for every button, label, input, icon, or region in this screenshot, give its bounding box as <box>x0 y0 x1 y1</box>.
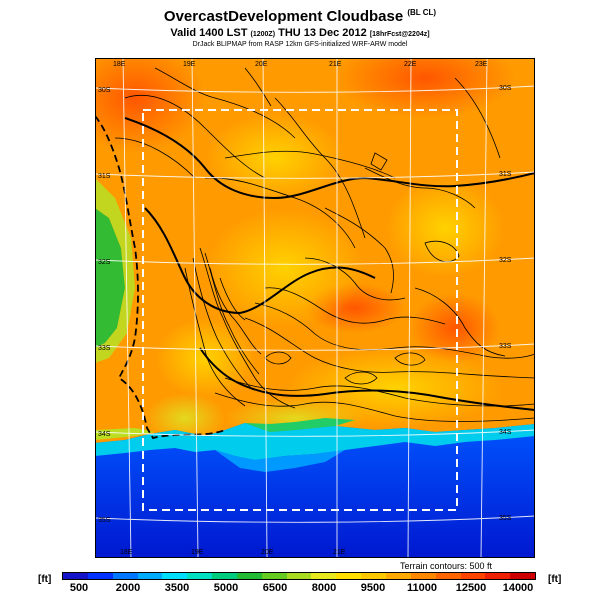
lat-right-label: 31S <box>499 171 512 178</box>
colorbar-label: 3500 <box>164 582 190 594</box>
colorbar-swatch <box>460 573 486 579</box>
yellow-area-2 <box>205 208 365 328</box>
lat-left-label: 30S <box>98 87 111 94</box>
lat-left-label: 33S <box>98 345 111 352</box>
colorbar-label: 8000 <box>311 582 337 594</box>
yellow-area-4 <box>155 318 255 398</box>
map-title: OvercastDevelopment Cloudbase (BL CL) <box>0 8 600 25</box>
lat-right-label: 34S <box>499 429 512 436</box>
credit-line: DrJack BLIPMAP from RASP 12km GFS-initia… <box>192 41 408 48</box>
colorbar-label: 2000 <box>115 582 141 594</box>
lat-left-label: 35S <box>98 517 111 524</box>
colorbar-label: 14000 <box>502 582 534 594</box>
coastline <box>94 115 226 440</box>
colorbar-swatch <box>236 573 262 579</box>
colorbar-label: 9500 <box>360 582 386 594</box>
valid-date: THU 13 Dec 2012 <box>278 27 367 39</box>
lat-left-label: 32S <box>98 259 111 266</box>
lat-right-label: 32S <box>499 257 512 264</box>
lon-top-label: 21E <box>329 61 342 68</box>
west-coast-lime <box>95 178 135 363</box>
lon-bottom-label: 20E <box>261 549 274 556</box>
lat-right-label: 30S <box>499 85 512 92</box>
lon-top-label: 18E <box>113 61 126 68</box>
valid-utc: (1200Z) <box>250 31 276 38</box>
lon-top-label: 23E <box>475 61 488 68</box>
lat-left-label: 31S <box>98 173 111 180</box>
coastal-band-teal <box>215 450 345 472</box>
map-border <box>95 58 535 558</box>
lon-bottom-label: 19E <box>191 549 204 556</box>
colorbar-label: 500 <box>69 582 89 594</box>
lon-top-label: 20E <box>255 61 268 68</box>
colorbar-label: 11000 <box>407 582 437 594</box>
inner-domain-box <box>142 109 458 511</box>
colorbar-swatch <box>112 573 138 579</box>
cloudbase-map: 18E 19E 20E 21E 22E 23E 18E 19E 20E 21E … <box>65 38 536 559</box>
west-coast-green <box>95 208 125 348</box>
terrain-note: Terrain contours: 500 ft <box>400 561 493 571</box>
colorbar-label: 5000 <box>213 582 239 594</box>
colorbar-swatch <box>435 573 461 579</box>
valid-time: Valid 1400 LST (1200Z) THU 13 Dec 2012 [… <box>0 27 600 39</box>
lon-top-label: 19E <box>183 61 196 68</box>
lime-area-2 <box>145 393 225 443</box>
colorbar-swatch <box>286 573 312 579</box>
colorbar-swatch <box>510 573 536 579</box>
lon-top-label: 22E <box>404 61 417 68</box>
colorbar-label: 12500 <box>455 582 487 594</box>
colorbar-swatch <box>212 573 237 579</box>
ocean <box>95 423 535 558</box>
colorbar-swatch <box>336 573 362 579</box>
valid-main: Valid 1400 LST <box>170 27 248 39</box>
colorbar <box>62 572 536 580</box>
colorbar-swatch <box>485 573 511 579</box>
colorbar-swatch <box>162 573 188 579</box>
hot-area-north <box>65 43 205 153</box>
colorbar-swatch <box>410 573 436 579</box>
colorbar-swatch <box>187 573 213 579</box>
bold-contours <box>124 117 536 411</box>
terrain-contours <box>114 67 536 422</box>
colorbar-swatch <box>63 573 88 579</box>
colorbar-swatch <box>311 573 337 579</box>
colorbar-unit-right: [ft] <box>548 574 562 585</box>
west-ocean-lime <box>95 428 155 440</box>
colorbar-swatch <box>137 573 163 579</box>
lon-bottom-label: 21E <box>333 549 346 556</box>
map-title-suffix: (BL CL) <box>407 8 437 17</box>
colorbar-swatch <box>261 573 287 579</box>
yellow-area-1 <box>205 113 345 203</box>
colorbar-unit-left: [ft] <box>38 574 52 585</box>
lat-right-label: 33S <box>499 343 512 350</box>
valid-run: [18hrFcst@2204z] <box>369 31 430 38</box>
lat-right-label: 35S <box>499 515 512 522</box>
yellow-area-5 <box>385 178 505 278</box>
lon-bottom-label: 18E <box>120 549 133 556</box>
colorbar-swatch <box>361 573 386 579</box>
map-title-text: OvercastDevelopment Cloudbase <box>163 8 404 25</box>
colorbar-swatch <box>87 573 113 579</box>
colorbar-label: 6500 <box>262 582 288 594</box>
lat-left-label: 34S <box>98 431 111 438</box>
colorbar-swatch <box>385 573 411 579</box>
coastal-band-cyan <box>95 423 535 460</box>
map-panel: 18E 19E 20E 21E 22E 23E 18E 19E 20E 21E … <box>65 38 536 559</box>
coastal-band-green <box>245 418 355 432</box>
hot-area-east <box>410 293 500 363</box>
